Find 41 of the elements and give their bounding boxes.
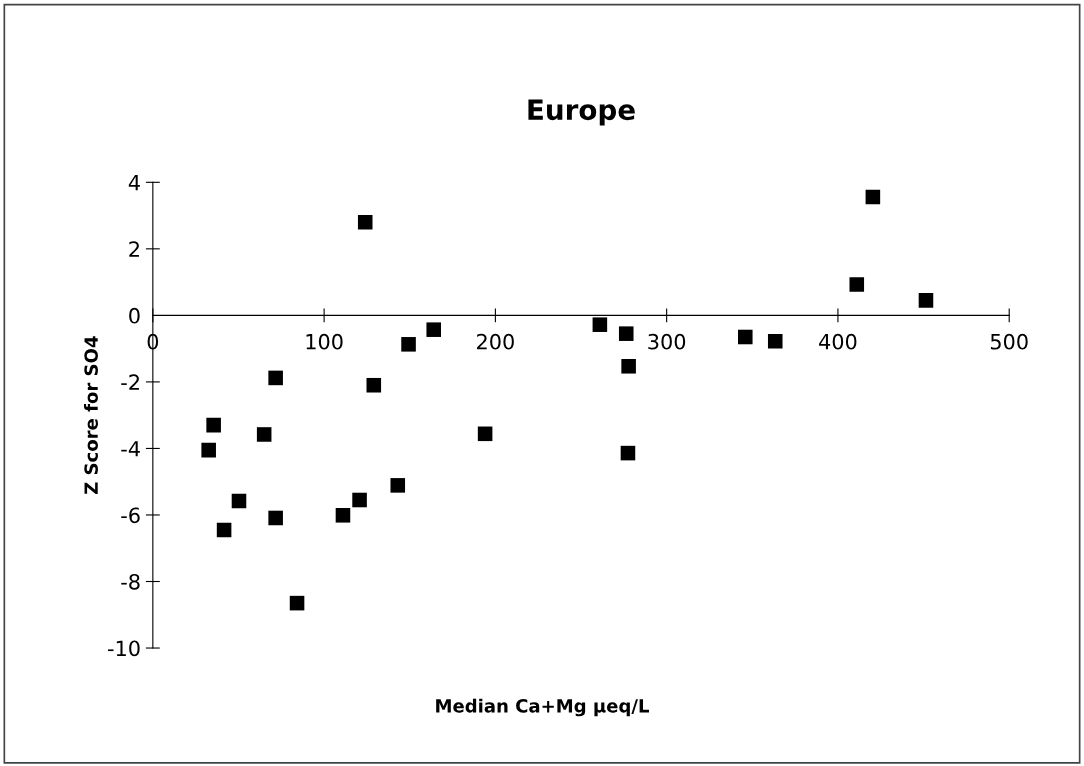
point xyxy=(256,427,272,442)
point xyxy=(268,370,283,386)
point xyxy=(268,510,283,526)
point xyxy=(352,492,367,508)
y-axis-title: Z Score for SO4 xyxy=(83,336,98,494)
point xyxy=(592,317,608,332)
point xyxy=(620,445,636,461)
x-axis-title: Median Ca+Mg µeq/L xyxy=(436,698,649,717)
point xyxy=(216,522,232,538)
x-tick-label: 500 xyxy=(990,333,1028,350)
x-tick-label: 300 xyxy=(648,333,686,350)
point xyxy=(865,189,881,205)
point xyxy=(737,329,753,345)
point xyxy=(621,358,636,374)
point xyxy=(767,334,783,349)
x-tick-label: 200 xyxy=(477,333,514,350)
point xyxy=(201,442,216,458)
y-tick-label: 0 xyxy=(129,307,140,324)
y-tick-label: -6 xyxy=(121,507,140,524)
y-tick-label: 4 xyxy=(128,175,140,191)
point xyxy=(849,277,865,292)
chart-title: Europe xyxy=(528,99,635,126)
y-tick-label: 2 xyxy=(129,241,139,257)
point xyxy=(357,214,373,230)
y-tick-label: -10 xyxy=(108,640,140,657)
y-tick-label: -2 xyxy=(121,374,139,390)
point xyxy=(366,377,382,393)
point xyxy=(618,326,634,341)
point xyxy=(231,493,247,509)
point xyxy=(206,417,221,433)
x-tick-label: 100 xyxy=(306,333,343,350)
y-tick-label: -4 xyxy=(121,441,140,457)
point xyxy=(401,337,416,352)
point xyxy=(918,293,934,308)
point xyxy=(390,478,406,493)
point xyxy=(477,426,493,442)
y-tick-label: -8 xyxy=(121,573,140,590)
point xyxy=(426,322,442,337)
point xyxy=(335,508,351,523)
point xyxy=(289,595,305,611)
x-tick-label: 400 xyxy=(819,333,857,350)
